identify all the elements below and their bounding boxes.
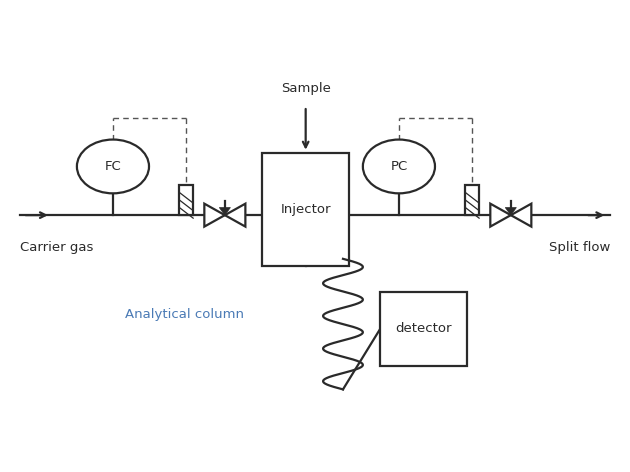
- Bar: [262, 152, 349, 266]
- Polygon shape: [511, 203, 531, 227]
- Text: PC: PC: [391, 160, 408, 173]
- Text: FC: FC: [105, 160, 122, 173]
- Text: Injector: Injector: [280, 203, 331, 216]
- Text: Split flow: Split flow: [549, 241, 610, 253]
- Polygon shape: [219, 208, 231, 215]
- Bar: [381, 292, 467, 366]
- Polygon shape: [490, 203, 511, 227]
- Polygon shape: [204, 203, 225, 227]
- Bar: [180, 185, 193, 215]
- Text: Carrier gas: Carrier gas: [20, 241, 93, 253]
- Circle shape: [77, 140, 149, 194]
- Text: Analytical column: Analytical column: [125, 308, 244, 321]
- Polygon shape: [505, 208, 517, 215]
- Text: Sample: Sample: [281, 82, 331, 94]
- Bar: [466, 185, 479, 215]
- Polygon shape: [225, 203, 245, 227]
- Text: detector: detector: [396, 322, 452, 335]
- Circle shape: [363, 140, 435, 194]
